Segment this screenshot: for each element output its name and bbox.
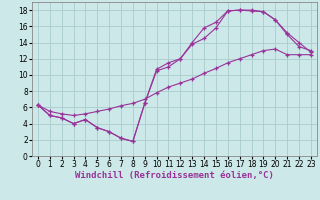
X-axis label: Windchill (Refroidissement éolien,°C): Windchill (Refroidissement éolien,°C) <box>75 171 274 180</box>
